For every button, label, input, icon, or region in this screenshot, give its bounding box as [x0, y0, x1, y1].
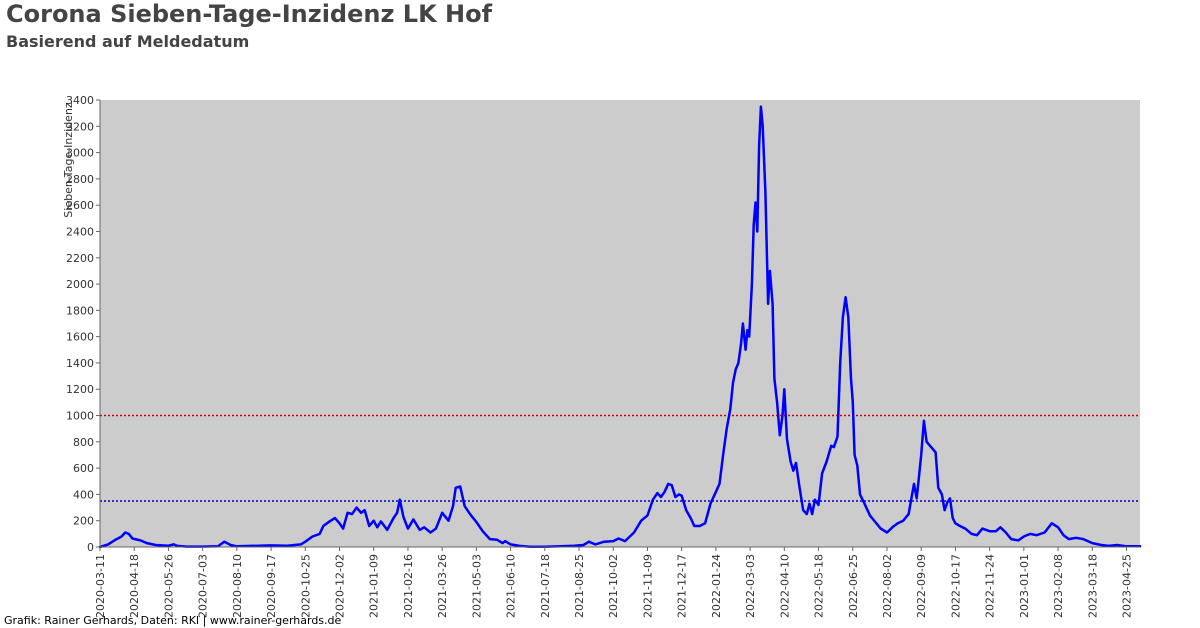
x-tick-label: 2023-04-25: [1120, 554, 1133, 618]
series-line-0: [98, 105, 1142, 549]
y-tick-label: 600: [73, 462, 94, 475]
x-tick-label: 2022-11-24: [984, 554, 997, 618]
x-tick-label: 2022-01-24: [710, 554, 723, 618]
x-tick-label: 2020-04-18: [128, 554, 141, 618]
x-tick-label: 2022-09-09: [915, 554, 928, 618]
plot-area: [100, 100, 1140, 547]
x-tick-label: 2022-10-17: [949, 554, 962, 618]
x-tick-label: 2023-02-08: [1052, 554, 1065, 618]
y-tick-label: 2200: [66, 252, 94, 265]
y-tick-label: 3200: [66, 120, 94, 133]
y-tick-label: 1200: [66, 383, 94, 396]
y-tick-label: 1600: [66, 331, 94, 344]
x-tick-label: 2020-12-02: [334, 554, 347, 618]
x-axis: 2020-03-11 2020-04-18 2020-05-26 2020-07-03…: [94, 546, 1140, 618]
x-tick-label: 2021-03-26: [436, 554, 449, 618]
x-tick-label: 2021-05-03: [470, 554, 483, 618]
y-tick-label: 0: [87, 541, 94, 554]
reference-lines: [100, 414, 1140, 502]
y-tick-label: 2800: [66, 173, 94, 186]
y-tick-label: 3400: [66, 94, 94, 107]
x-tick-label: 2020-07-03: [197, 554, 210, 618]
x-tick-label: 2021-02-16: [402, 554, 415, 618]
x-tick-label: 2022-05-18: [813, 554, 826, 618]
x-tick-label: 2020-10-25: [299, 554, 312, 618]
x-tick-label: 2023-03-18: [1086, 554, 1099, 618]
credit-text: Grafik: Rainer Gerhards, Daten: RKI | ww…: [4, 614, 342, 627]
x-tick-label: 2021-07-18: [539, 554, 552, 618]
page-subtitle: Basierend auf Meldedatum: [6, 32, 250, 51]
y-tick-label: 2600: [66, 199, 94, 212]
x-tick-label: 2022-08-02: [881, 554, 894, 618]
series-layer: [98, 105, 1142, 549]
y-axis: 0 200 400 600 800 1000 1200 1400 1600 1800 2000 220…: [66, 94, 101, 554]
x-tick-label: 2021-06-10: [505, 554, 518, 618]
y-tick-label: 400: [73, 488, 94, 501]
y-tick-label: 3000: [66, 147, 94, 160]
x-tick-label: 2020-05-26: [162, 554, 175, 618]
x-tick-label: 2021-10-02: [607, 554, 620, 618]
x-tick-label: 2020-08-10: [231, 554, 244, 618]
x-tick-label: 2020-03-11: [94, 554, 107, 618]
x-tick-label: 2021-12-17: [676, 554, 689, 618]
y-tick-label: 2400: [66, 225, 94, 238]
y-tick-label: 200: [73, 515, 94, 528]
x-tick-label: 2021-11-09: [641, 554, 654, 618]
x-tick-label: 2021-08-25: [573, 554, 586, 618]
y-tick-label: 1000: [66, 410, 94, 423]
page-title: Corona Sieben-Tage-Inzidenz LK Hof: [6, 0, 493, 28]
x-tick-label: 2021-01-09: [368, 554, 381, 618]
y-axis-label: Sieben-Tage-Inzidenz: [62, 102, 75, 218]
y-tick-label: 1400: [66, 357, 94, 370]
x-tick-label: 2022-04-10: [778, 554, 791, 618]
x-tick-label: 2022-03-03: [744, 554, 757, 618]
x-tick-label: 2022-06-25: [847, 554, 860, 618]
x-tick-label: 2020-09-17: [265, 554, 278, 618]
x-tick-label: 2023-01-01: [1018, 554, 1031, 618]
y-tick-label: 800: [73, 436, 94, 449]
y-tick-label: 2000: [66, 278, 94, 291]
y-tick-label: 1800: [66, 304, 94, 317]
